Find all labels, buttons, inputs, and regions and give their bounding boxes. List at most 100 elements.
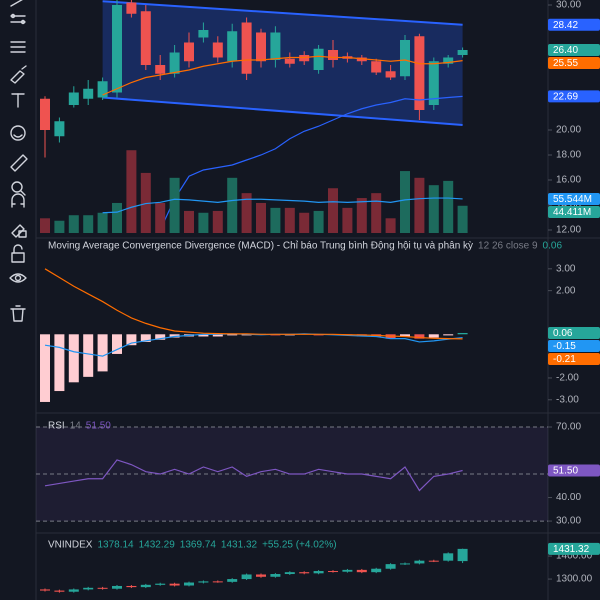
candle-body [284,572,295,575]
bar [457,205,468,233]
candle-body [256,32,266,62]
candle-body [83,587,94,590]
y-tick-label: -2.00 [556,373,579,384]
candle-body [112,585,122,589]
candle-body [443,57,454,64]
price-label [548,205,600,218]
bar [155,202,166,233]
tool-lock[interactable] [11,244,25,263]
bar [256,202,266,233]
candle-body [169,52,180,74]
tool-eye[interactable] [9,273,27,283]
bar [270,207,281,233]
channel-fill [102,1,463,125]
line-series [44,268,463,340]
tool-trash[interactable] [10,305,26,322]
candle-body [40,98,50,130]
candle-body [400,40,410,77]
candle-body [140,584,151,588]
bar [112,334,122,354]
bar [428,185,439,233]
tool-zoom[interactable] [11,181,26,196]
price-label-text: 0.06 [553,328,573,339]
price-label-text: 26.40 [553,45,578,56]
candle-body [169,583,180,586]
y-tick-label: 20.00 [556,125,581,136]
candle-body [428,560,439,562]
price-label [548,18,600,31]
y-tick-label: 40.00 [556,492,581,503]
candle-body [97,587,108,589]
bar [443,334,454,336]
pane [40,150,468,233]
tool-fib[interactable] [10,41,26,53]
candle-body [140,11,151,65]
y-tick-label: 30.00 [556,516,581,527]
candle-body [83,88,94,99]
bar [241,193,252,233]
tool-line[interactable] [10,0,25,7]
bar [97,334,108,372]
tool-channel[interactable] [10,13,26,25]
y-tick-label: 30.00 [556,0,581,11]
candle-body [227,579,238,582]
candle-body [371,61,382,73]
price-label [548,352,600,365]
tool-ruler[interactable] [10,154,28,172]
candle-body [299,572,310,574]
y-tick-label: 14.00 [556,200,581,211]
price-label [548,192,600,205]
pane [36,426,548,522]
toolbar [0,0,37,600]
tool-brush[interactable] [10,65,27,84]
candle-body [54,121,65,137]
pane-title: VNINDEX [48,540,93,551]
candle-body [212,581,223,583]
candle-body [284,58,295,64]
candle-body [356,57,367,62]
candle-body [241,574,252,580]
price-label [548,44,600,56]
pane-title: 14 [70,421,82,432]
candle-body [198,30,209,38]
candle-body [428,61,439,105]
candle-body [40,589,50,591]
pane [40,0,468,231]
tool-emoji[interactable] [10,125,26,141]
candle-body [385,564,396,569]
line-series [102,55,463,96]
bar [68,215,79,233]
tool-magnet[interactable] [11,193,25,208]
bar [68,334,79,383]
candle-body [270,574,281,577]
bar [371,193,382,233]
pane-title: 1432.29 [139,540,176,551]
candle-body [328,50,338,60]
candle-body [328,571,338,573]
bar [97,212,108,233]
bar [83,215,94,233]
bar [400,171,410,233]
bar [212,210,223,233]
candle-body [270,32,281,60]
bar [198,212,209,233]
bar [284,207,295,233]
bar [112,202,122,233]
candle-body [356,569,367,573]
candle-body [400,563,410,565]
tool-draw-lock[interactable] [11,224,27,238]
price-label-text: 25.55 [553,58,578,69]
candle-body [342,569,353,572]
bar [212,334,223,337]
toolbar-bg [0,0,36,600]
price-label [548,57,600,69]
bar [126,150,137,233]
tool-text[interactable] [11,93,25,108]
pane-title: +55.25 (+4.02%) [262,540,337,551]
bar [428,334,439,338]
pane-title: 0.06 [543,241,563,252]
price-label [548,90,600,103]
y-tick-label: 1400.00 [556,551,593,562]
candle-body [313,571,324,574]
